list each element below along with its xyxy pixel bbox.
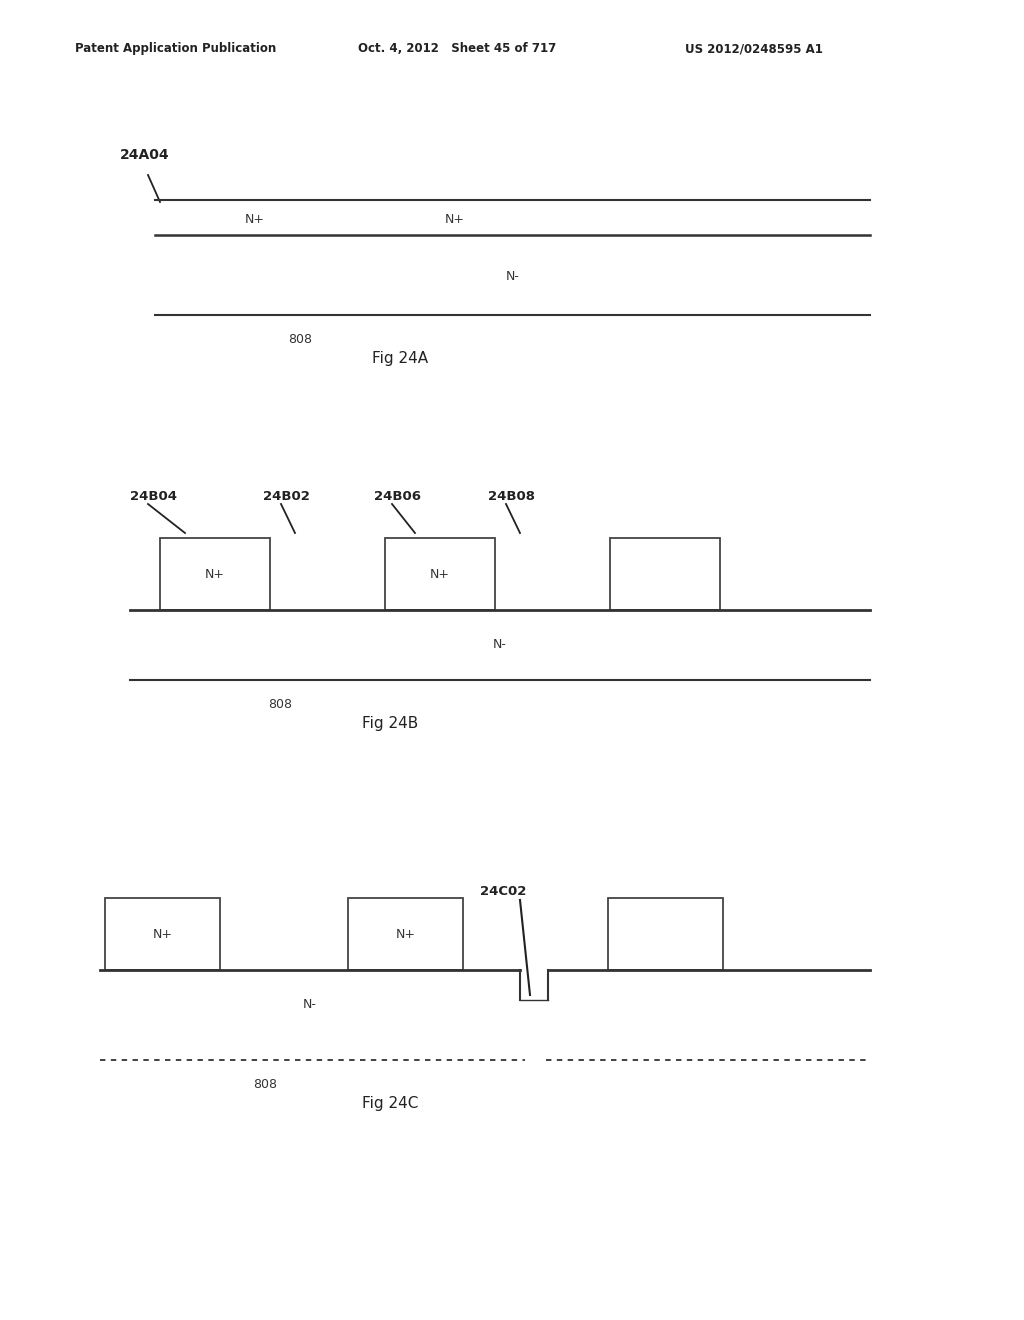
Bar <box>105 898 220 970</box>
Text: N+: N+ <box>153 928 172 940</box>
Text: Oct. 4, 2012   Sheet 45 of 717: Oct. 4, 2012 Sheet 45 of 717 <box>358 42 556 55</box>
Text: N+: N+ <box>245 213 265 226</box>
Text: N-: N- <box>506 271 519 284</box>
Text: 24C02: 24C02 <box>480 884 526 898</box>
Text: Fig 24B: Fig 24B <box>361 715 418 731</box>
Text: 24B02: 24B02 <box>263 490 310 503</box>
Text: 24B04: 24B04 <box>130 490 177 503</box>
Text: N+: N+ <box>395 928 416 940</box>
Text: Fig 24C: Fig 24C <box>361 1096 418 1111</box>
Text: 808: 808 <box>288 333 312 346</box>
Bar <box>385 539 495 610</box>
Text: N-: N- <box>494 639 507 652</box>
Bar <box>348 898 463 970</box>
Text: 24A04: 24A04 <box>120 148 170 162</box>
Bar <box>610 539 720 610</box>
Text: 24B08: 24B08 <box>488 490 535 503</box>
Text: N+: N+ <box>430 568 450 581</box>
Text: 808: 808 <box>253 1078 278 1092</box>
Text: Fig 24A: Fig 24A <box>372 351 428 366</box>
Text: N+: N+ <box>445 213 465 226</box>
Text: 24B06: 24B06 <box>374 490 421 503</box>
Text: 808: 808 <box>268 698 292 711</box>
Text: US 2012/0248595 A1: US 2012/0248595 A1 <box>685 42 823 55</box>
Text: N+: N+ <box>205 568 225 581</box>
Bar <box>608 898 723 970</box>
Text: Patent Application Publication: Patent Application Publication <box>75 42 276 55</box>
Bar <box>160 539 270 610</box>
Text: N-: N- <box>303 998 317 1011</box>
